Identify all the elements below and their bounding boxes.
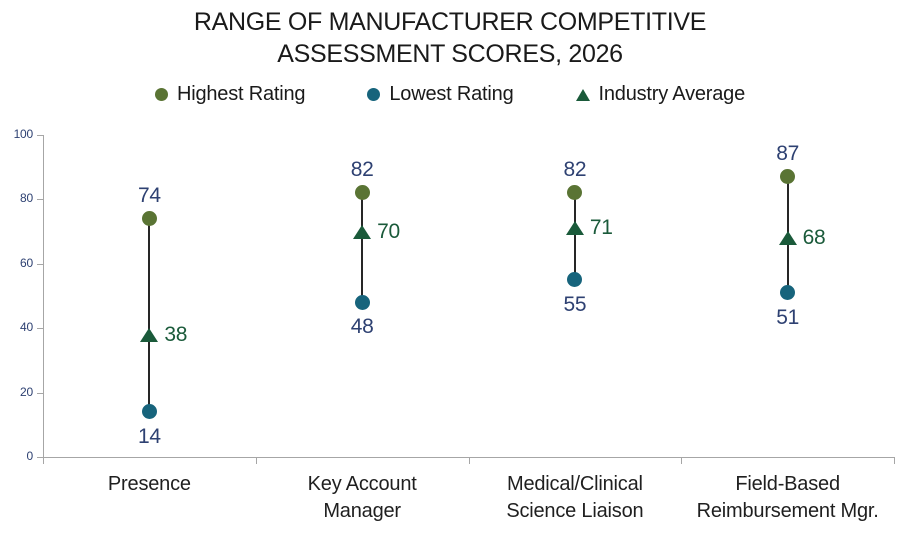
y-tick — [37, 457, 43, 458]
marker-highest — [567, 185, 583, 201]
group-stem — [148, 218, 151, 412]
y-tick-label: 40 — [20, 320, 33, 335]
y-tick-label: 60 — [20, 255, 33, 270]
y-tick — [37, 392, 43, 394]
category-label-line: Science Liaison — [506, 500, 644, 522]
value-label-lowest: 55 — [563, 292, 587, 316]
value-label-highest: 74 — [137, 183, 161, 207]
marker-average — [778, 231, 797, 246]
highest-rating-circle-icon — [154, 88, 168, 101]
y-tick-label: 20 — [20, 384, 33, 399]
category-label: Key Account Manager — [247, 471, 477, 525]
y-tick — [37, 328, 43, 330]
industry-average-triangle-icon — [575, 88, 590, 101]
marker-average — [353, 224, 372, 239]
marker-lowest — [567, 272, 583, 288]
marker-highest — [354, 185, 370, 201]
value-label-average: 71 — [589, 216, 613, 240]
value-label-average: 38 — [164, 322, 188, 346]
x-tick — [43, 457, 44, 464]
group-stem — [361, 192, 364, 303]
value-label-average: 68 — [802, 226, 826, 250]
category-label-line: Key Account — [307, 473, 417, 495]
x-tick — [894, 457, 895, 464]
x-tick — [255, 457, 257, 464]
marker-lowest — [354, 294, 370, 310]
legend-label-average: Industry Average — [598, 83, 746, 105]
legend-item-lowest: Lowest Rating — [367, 83, 514, 106]
marker-highest — [141, 211, 157, 227]
y-tick-label: 100 — [13, 127, 34, 141]
x-tick — [681, 457, 683, 464]
marker-average — [140, 327, 159, 342]
legend-item-highest: Highest Rating — [154, 83, 306, 106]
category-label-line: Field-Based — [735, 473, 840, 495]
marker-highest — [780, 169, 796, 185]
y-tick-label: 0 — [26, 449, 34, 463]
y-tick — [37, 263, 43, 265]
category-label: Medical/Clinical Science Liaison — [460, 471, 690, 525]
value-label-lowest: 14 — [137, 424, 161, 448]
value-label-lowest: 48 — [350, 315, 374, 339]
chart-title-line-1: RANGE OF MANUFACTURER COMPETITIVE — [193, 8, 707, 36]
legend-label-highest: Highest Rating — [176, 83, 306, 105]
category-label-line: Presence — [107, 473, 191, 495]
group-stem — [573, 192, 576, 280]
chart-legend: Highest Rating Lowest Rating Industry Av… — [0, 83, 900, 106]
category-label-line: Reimbursement Mgr. — [696, 500, 879, 522]
y-axis-line — [43, 135, 44, 457]
chart-title: RANGE OF MANUFACTURER COMPETITIVE ASSESS… — [0, 6, 900, 70]
value-label-highest: 82 — [350, 157, 374, 181]
y-tick — [37, 135, 43, 136]
chart-title-line-2: ASSESSMENT SCORES, 2026 — [277, 40, 623, 68]
legend-item-average: Industry Average — [575, 83, 746, 106]
category-label-line: Medical/Clinical — [507, 473, 643, 495]
value-label-lowest: 51 — [776, 305, 799, 329]
category-label-line: Manager — [323, 500, 401, 522]
x-tick — [468, 457, 470, 464]
lowest-rating-circle-icon — [367, 88, 381, 101]
marker-lowest — [780, 285, 796, 301]
legend-label-lowest: Lowest Rating — [389, 83, 514, 105]
y-tick — [37, 199, 43, 201]
category-label: Field-Based Reimbursement Mgr. — [673, 471, 900, 525]
value-label-highest: 87 — [776, 141, 799, 165]
value-label-average: 70 — [377, 219, 400, 243]
marker-lowest — [141, 404, 157, 420]
marker-average — [565, 221, 584, 236]
value-label-highest: 82 — [563, 157, 587, 181]
y-tick-label: 80 — [20, 191, 33, 206]
category-label: Presence — [34, 471, 264, 498]
